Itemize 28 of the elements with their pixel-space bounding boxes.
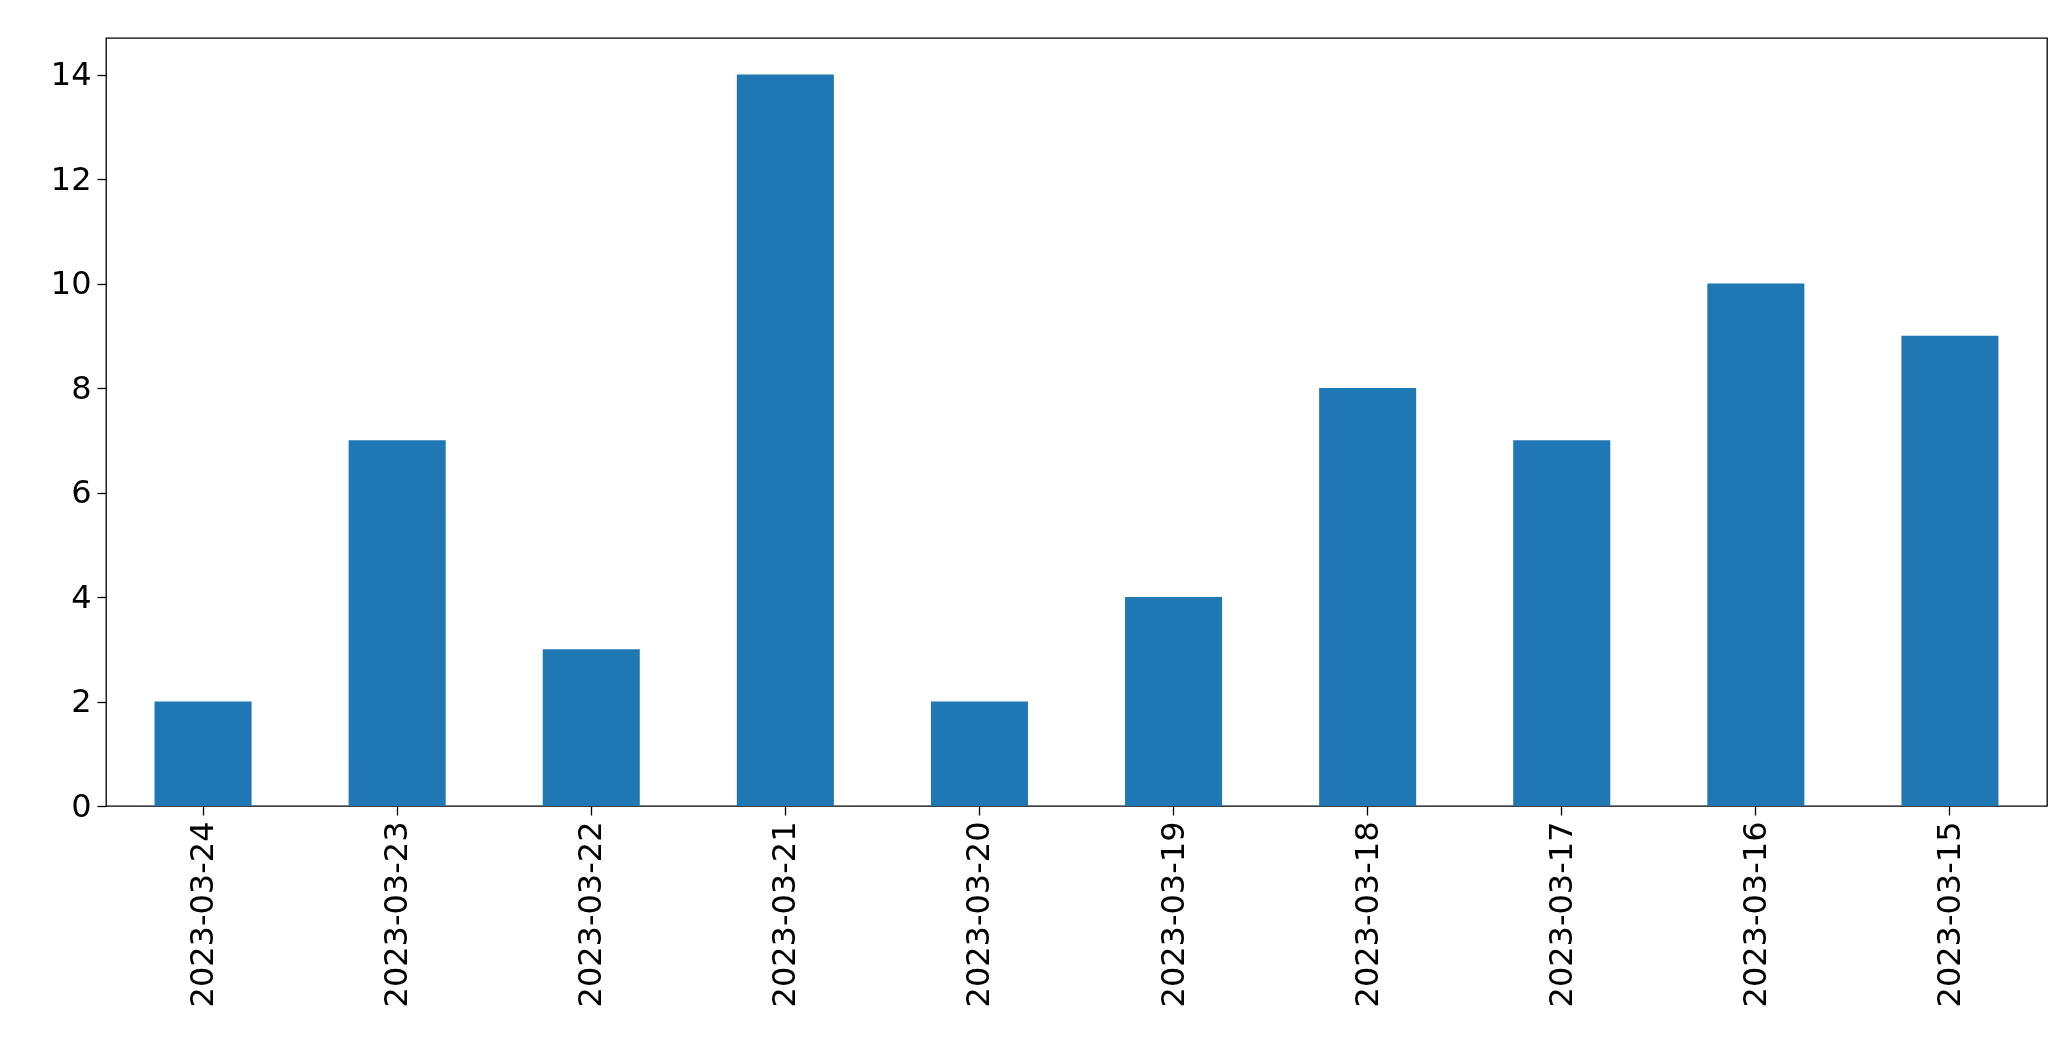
bar (542, 649, 640, 806)
x-tick-label: 2023-03-23 (377, 821, 416, 1008)
y-tick-label: 2 (71, 682, 92, 721)
x-tick-label: 2023-03-20 (959, 821, 998, 1008)
bar (1319, 388, 1417, 806)
y-tick-label: 4 (71, 577, 92, 616)
bar (154, 701, 252, 806)
bar (1707, 283, 1805, 806)
y-tick-label: 12 (50, 159, 92, 198)
bar (930, 701, 1028, 806)
y-tick-label: 6 (71, 473, 92, 512)
bar (1513, 440, 1611, 806)
x-tick-label: 2023-03-16 (1735, 821, 1774, 1008)
y-tick-label: 0 (71, 786, 92, 825)
bar (1901, 335, 1999, 806)
x-tick-label: 2023-03-17 (1541, 821, 1580, 1008)
y-tick-label: 10 (50, 264, 92, 303)
x-tick-label: 2023-03-22 (571, 821, 610, 1008)
x-tick-label: 2023-03-24 (183, 821, 222, 1008)
x-tick-label: 2023-03-19 (1153, 821, 1192, 1008)
bar (1125, 597, 1223, 806)
x-tick-label: 2023-03-18 (1347, 821, 1386, 1008)
y-tick-label: 14 (50, 55, 92, 94)
y-tick-label: 8 (71, 368, 92, 407)
x-tick-label: 2023-03-15 (1929, 821, 1968, 1008)
bar (736, 74, 834, 806)
bar (348, 440, 446, 806)
x-tick-label: 2023-03-21 (765, 821, 804, 1008)
